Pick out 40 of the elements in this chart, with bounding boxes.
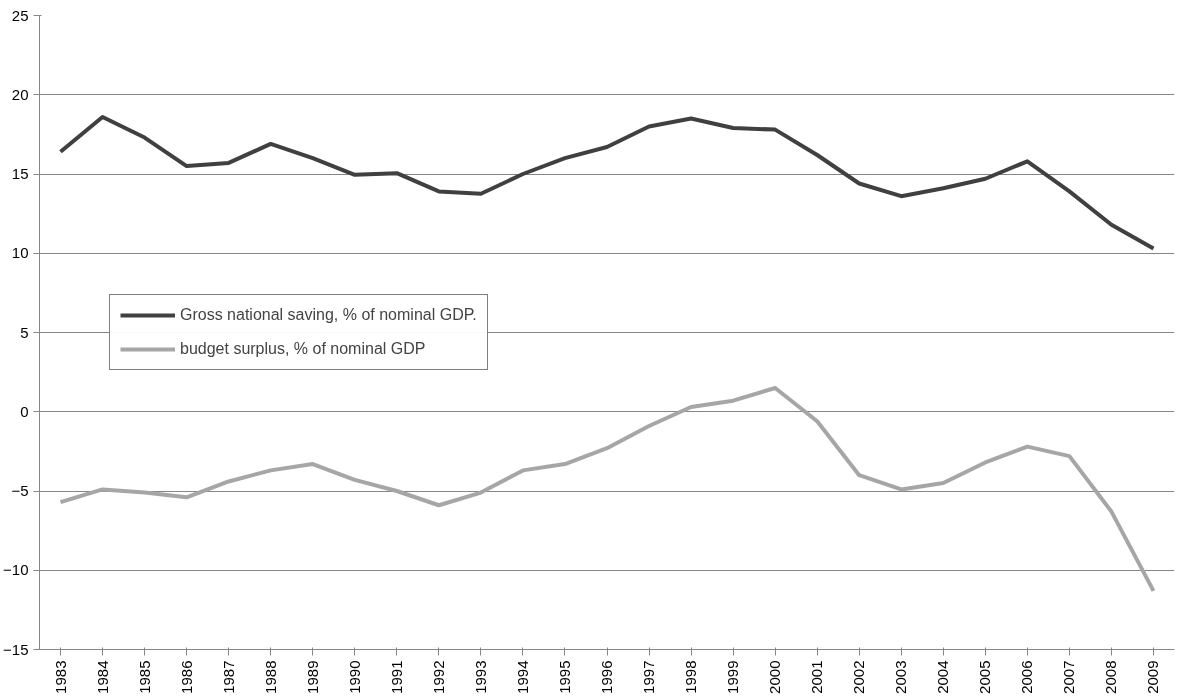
y-tick-label: 15: [11, 165, 29, 182]
legend-label: budget surplus, % of nominal GDP: [180, 340, 426, 358]
x-tick-label: 2001: [808, 660, 826, 694]
x-tick-label: 2007: [1060, 660, 1078, 694]
x-tick-label: 1984: [93, 660, 111, 694]
x-tick-label: 1999: [724, 660, 742, 694]
x-tick-label: 2006: [1018, 660, 1036, 694]
x-tick-label: 1990: [345, 660, 363, 694]
y-tick-label: −10: [3, 561, 29, 579]
x-tick-label: 1983: [51, 660, 69, 694]
y-tick-label: 10: [11, 244, 29, 262]
y-tick-label: −15: [3, 640, 29, 658]
x-tick-label: 1987: [219, 660, 237, 694]
x-tick-label: 1998: [682, 660, 700, 694]
y-tick-label: 0: [20, 402, 29, 420]
x-tick-label: 1994: [513, 660, 531, 694]
y-tick-label: −5: [11, 482, 29, 499]
x-tick-label: 2002: [850, 660, 868, 694]
x-tick-label: 1988: [261, 660, 279, 694]
legend-label: Gross national saving, % of nominal GDP.: [180, 306, 477, 324]
x-tick-label: 2003: [892, 660, 910, 694]
x-tick-label: 1996: [598, 660, 615, 694]
x-tick-label: 1993: [471, 660, 489, 694]
x-tick-label: 2004: [934, 660, 952, 694]
x-tick-label: 1986: [177, 660, 195, 694]
x-tick-label: 2009: [1144, 660, 1162, 694]
y-tick-label: 25: [11, 6, 29, 24]
y-tick-label: 5: [20, 323, 29, 341]
line-series: [58, 114, 1156, 251]
x-tick-label: 1989: [303, 660, 321, 694]
line-series: [58, 385, 1156, 593]
x-tick-label: 2000: [766, 660, 784, 694]
x-tick-label: 1997: [640, 660, 658, 694]
x-tick-label: 1985: [135, 660, 153, 694]
x-tick-label: 1991: [387, 660, 405, 694]
x-tick-label: 2008: [1102, 660, 1120, 694]
x-tick-label: 2005: [976, 660, 994, 694]
x-tick-label: 1992: [429, 660, 447, 694]
x-tick-label: 1995: [555, 660, 573, 694]
y-tick-label: 20: [11, 85, 29, 103]
